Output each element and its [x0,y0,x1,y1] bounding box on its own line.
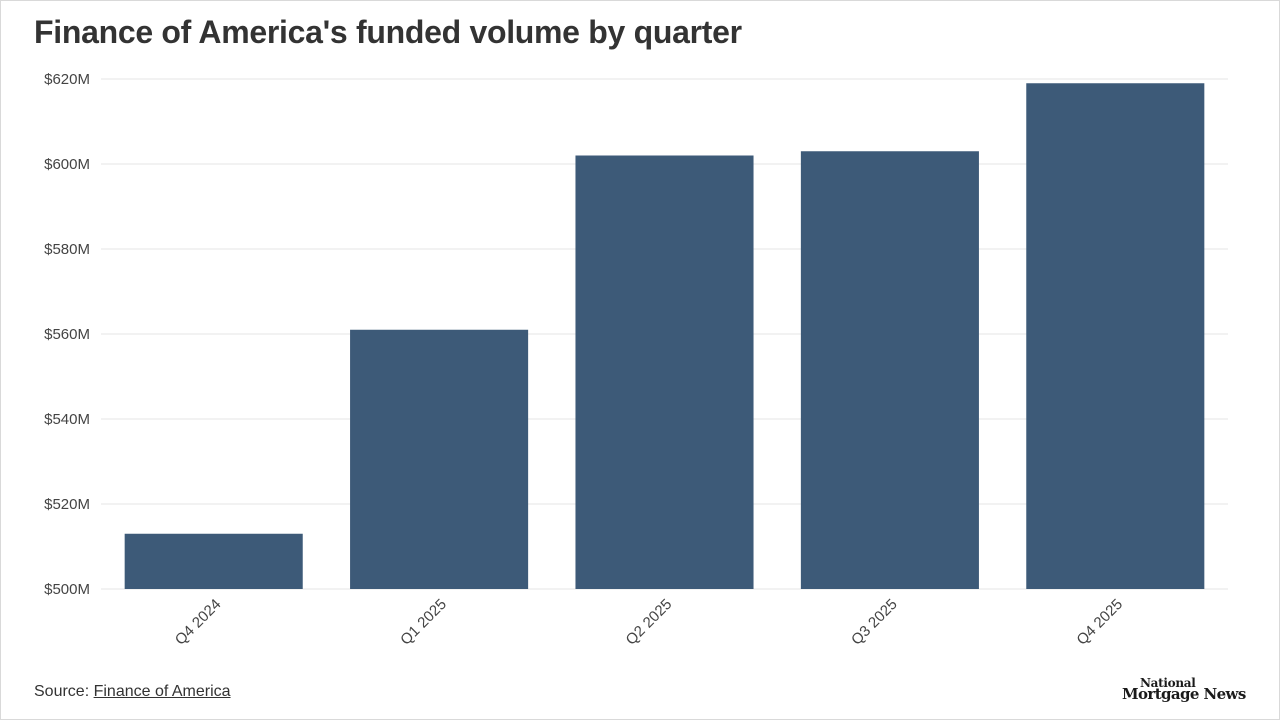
source-line: Source: Finance of America [34,683,231,701]
x-tick-label: Q1 2025 [397,596,450,649]
y-tick-label: $620M [44,71,90,88]
y-tick-label: $520M [44,496,90,513]
y-tick-label: $560M [44,326,90,343]
bar [575,155,754,589]
bar [350,329,529,589]
chart-title: Finance of America's funded volume by qu… [34,14,742,50]
x-tick-label: Q2 2025 [623,596,676,649]
y-tick-label: $540M [44,411,90,428]
y-tick-label: $600M [44,156,90,173]
bar [124,533,303,589]
x-tick-label: Q3 2025 [848,596,901,649]
y-tick-label: $500M [44,581,90,598]
bar [800,151,979,589]
logo-line-1: National [1140,676,1196,690]
source-link[interactable]: Finance of America [93,683,231,700]
x-tick-label: Q4 2025 [1073,596,1126,649]
y-tick-label: $580M [44,241,90,258]
bar [1026,83,1205,589]
x-tick-label: Q4 2024 [172,596,225,649]
national-mortgage-news-logo: National Mortgage News [1122,677,1252,707]
logo-line-2: Mortgage News [1122,685,1246,703]
source-prefix: Source: [34,683,94,700]
